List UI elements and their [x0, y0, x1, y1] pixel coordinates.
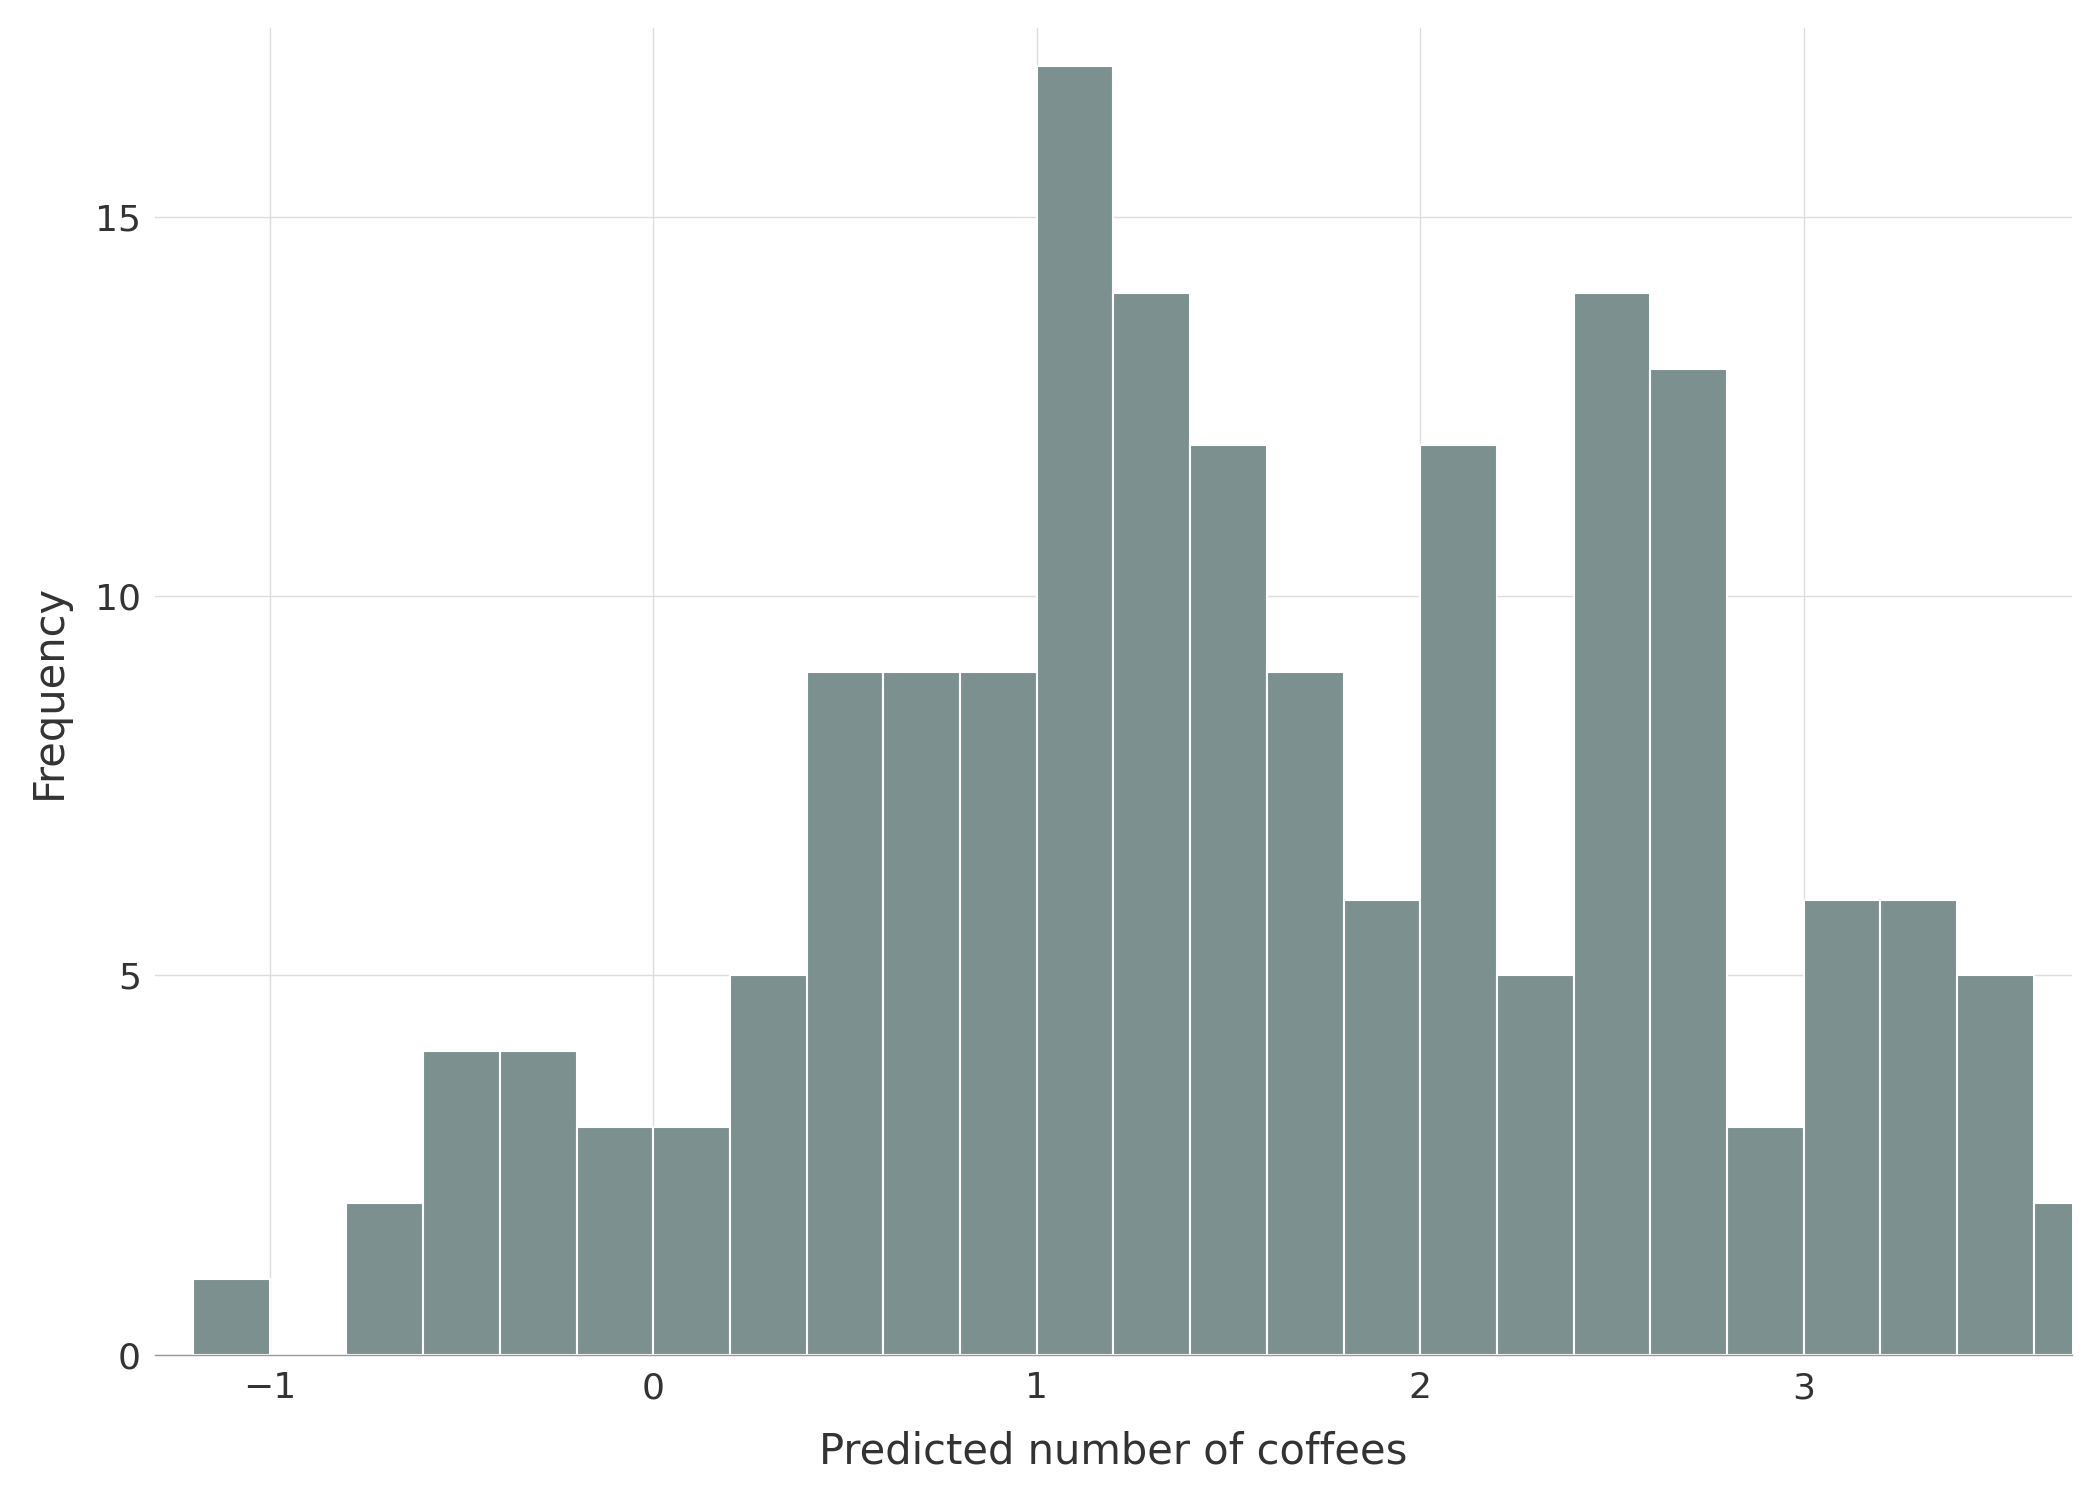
Bar — [884, 672, 960, 1354]
Bar — [960, 672, 1037, 1354]
Bar — [500, 1052, 578, 1354]
Bar — [1037, 66, 1113, 1354]
Bar — [2035, 1203, 2100, 1354]
Bar — [806, 672, 884, 1354]
Y-axis label: Frequency: Frequency — [27, 584, 69, 798]
Bar — [1957, 975, 2035, 1354]
Bar — [1420, 446, 1497, 1354]
Bar — [1191, 446, 1266, 1354]
Bar — [1804, 900, 1880, 1354]
X-axis label: Predicted number of coffees: Predicted number of coffees — [819, 1430, 1407, 1472]
Bar — [1880, 900, 1957, 1354]
Bar — [1726, 1126, 1804, 1354]
Bar — [1344, 900, 1420, 1354]
Bar — [1113, 292, 1191, 1354]
Bar — [1573, 292, 1651, 1354]
Bar — [1651, 369, 1726, 1354]
Bar — [653, 1126, 731, 1354]
Bar — [1266, 672, 1344, 1354]
Bar — [193, 1278, 269, 1354]
Bar — [346, 1203, 422, 1354]
Bar — [1497, 975, 1573, 1354]
Bar — [422, 1052, 500, 1354]
Bar — [731, 975, 806, 1354]
Bar — [578, 1126, 653, 1354]
